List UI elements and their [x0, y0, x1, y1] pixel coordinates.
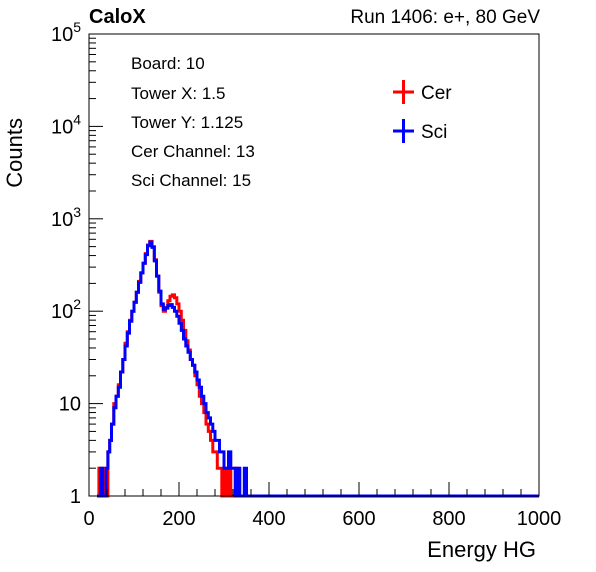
x-axis-label: Energy HG — [427, 537, 536, 562]
info-sci-channel: Sci Channel: 15 — [131, 171, 252, 190]
y-tick-exponent: 3 — [73, 204, 81, 220]
x-tick-label: 600 — [342, 508, 375, 530]
y-tick-label: 105 — [51, 19, 81, 46]
x-tick-label: 1000 — [517, 508, 562, 530]
y-axis-label: Counts — [2, 118, 27, 188]
legend-sci-label: Sci — [421, 122, 447, 143]
info-cer-channel: Cer Channel: 13 — [131, 142, 255, 161]
y-tick-exponent: 5 — [73, 19, 81, 35]
info-tower-y: Tower Y: 1.125 — [131, 113, 244, 132]
info-tower-x: Tower X: 1.5 — [131, 84, 226, 103]
series-sci-line — [97, 240, 539, 498]
plot-frame — [88, 33, 540, 497]
y-tick-label: 10 — [59, 394, 81, 416]
y-tick-label: 102 — [51, 296, 81, 323]
ticks-layer: 0 200 400 600 800 1000 1 10 102 103 104 105 — [51, 19, 561, 530]
x-tick-label: 0 — [83, 508, 94, 530]
series-layer — [97, 239, 539, 498]
info-board: Board: 10 — [131, 54, 205, 73]
experiment-title: CaloX — [89, 6, 146, 28]
x-tick-label: 400 — [252, 508, 285, 530]
y-tick-exponent: 2 — [73, 296, 81, 312]
y-tick-label: 1 — [70, 486, 81, 508]
x-tick-label: 200 — [162, 508, 195, 530]
legend-cer-label: Cer — [421, 83, 452, 104]
y-tick-exponent: 4 — [73, 111, 81, 127]
y-tick-label: 103 — [51, 204, 81, 231]
legend: Cer Sci — [393, 80, 452, 143]
run-title: Run 1406: e+, 80 GeV — [350, 7, 540, 28]
x-tick-label: 800 — [432, 508, 465, 530]
y-tick-label: 104 — [51, 111, 81, 138]
